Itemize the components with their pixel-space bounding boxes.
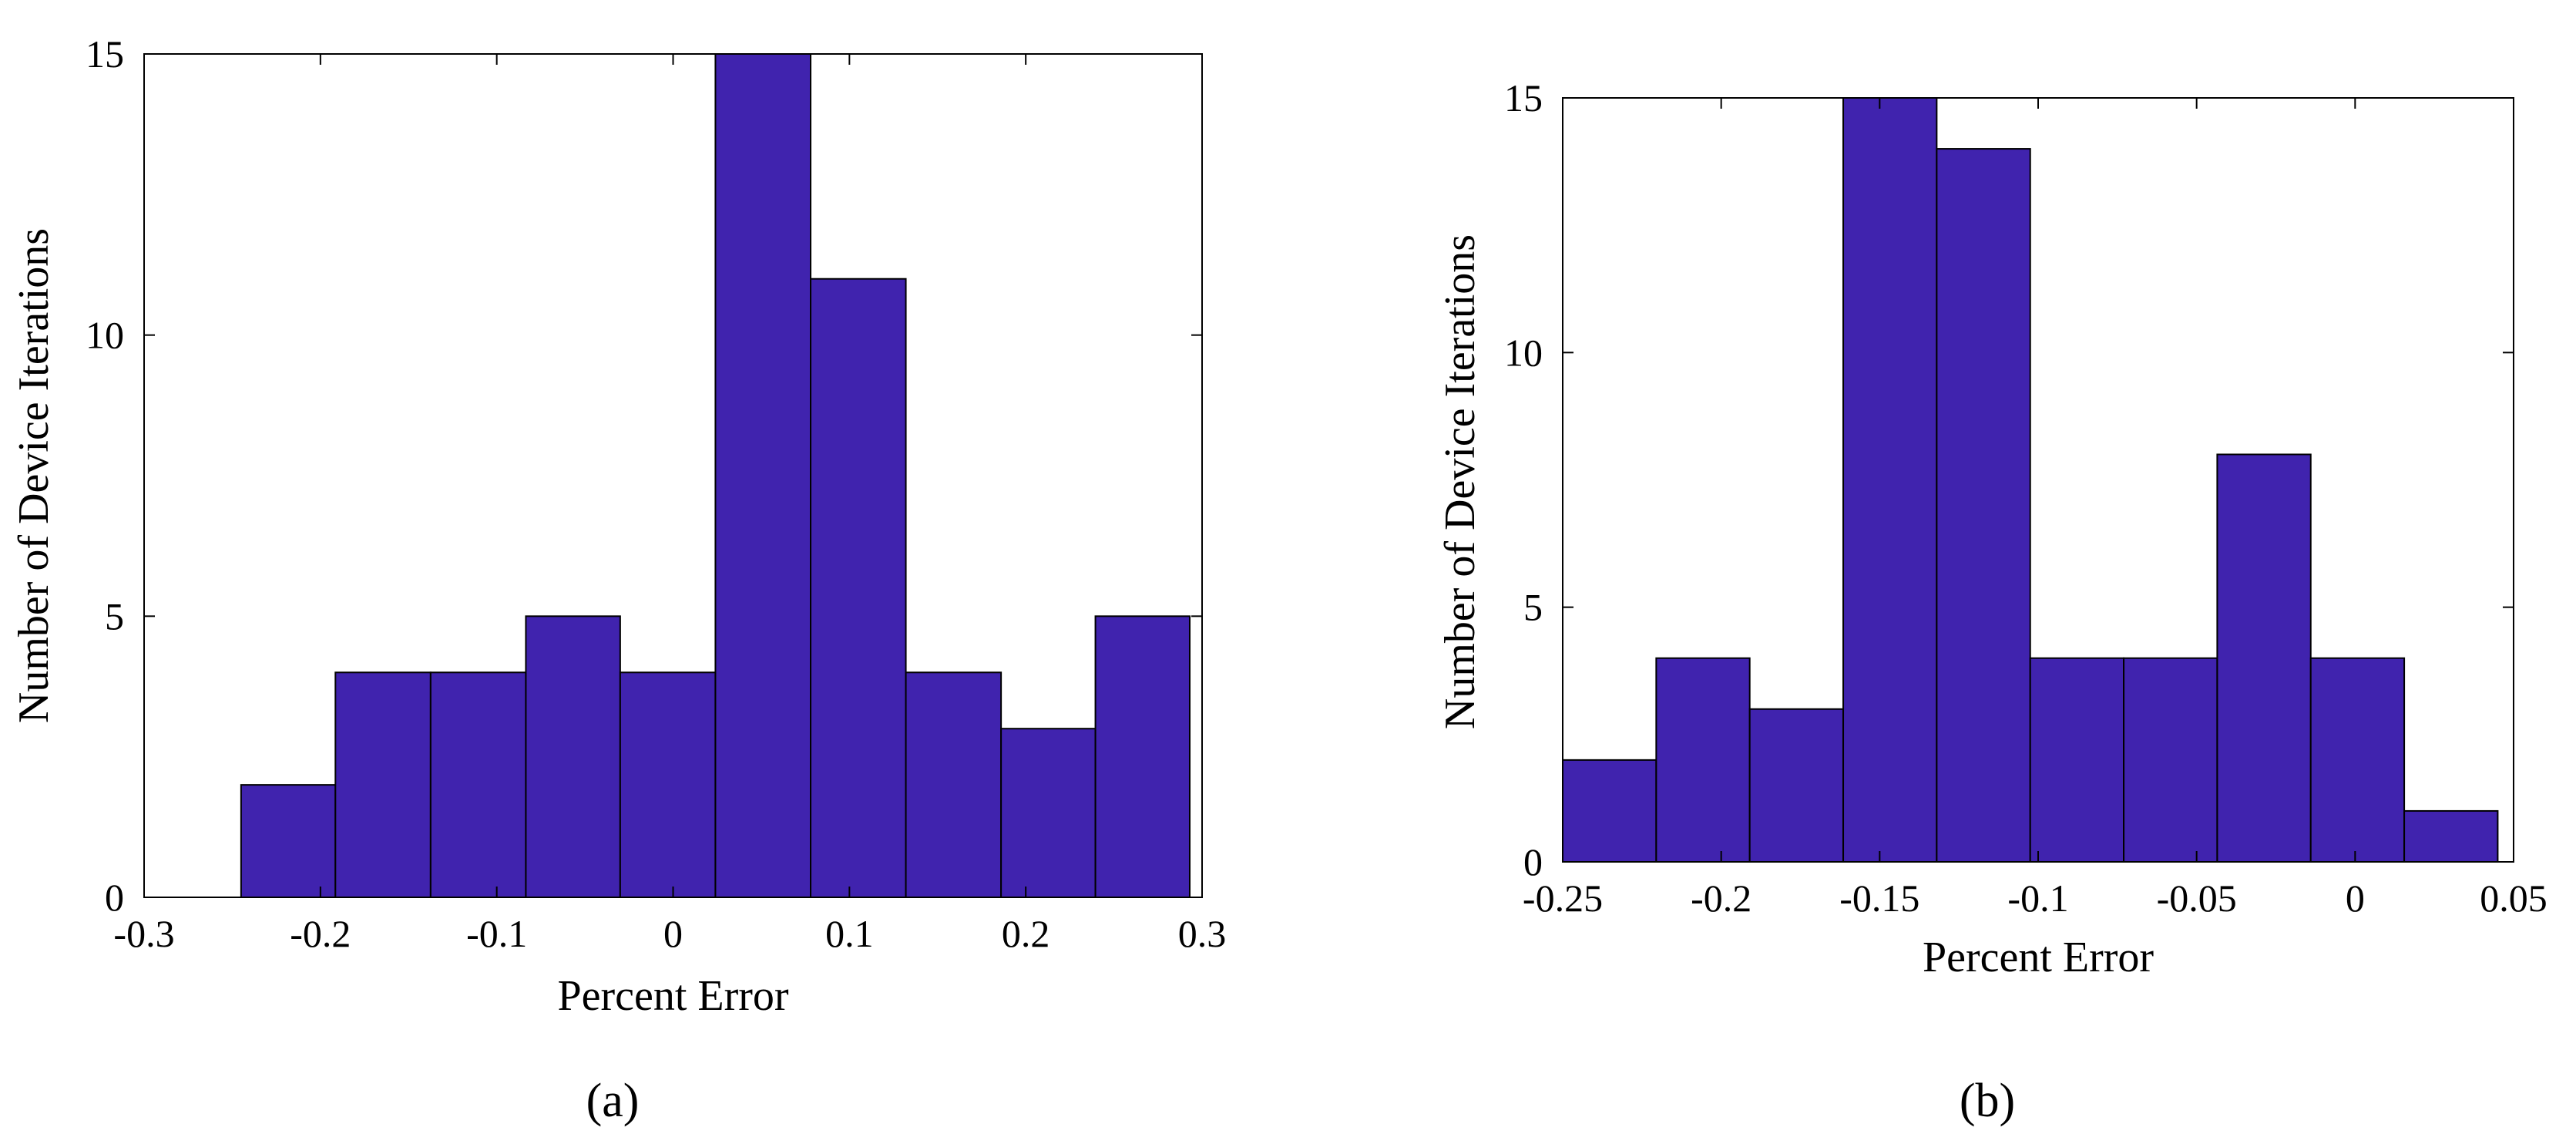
x-axis-title-a: Percent Error [557, 972, 788, 1020]
y-tick-label-b: 10 [1504, 331, 1543, 374]
histogram-b-bar-7 [2216, 453, 2312, 863]
histogram-b-bar-2 [1748, 708, 1845, 863]
x-tick-label-a: 0 [663, 912, 683, 955]
histogram-b: -0.25 -0.2 -0.15 -0.1 -0.05 0 0.05 0 5 10 15 Percen… [1436, 76, 2547, 1127]
histogram-a-bar-7 [905, 671, 1003, 898]
histogram-a-bar-1 [334, 671, 432, 898]
x-tick-label-b: -0.2 [1691, 877, 1751, 920]
x-tick-label-b: 0.05 [2480, 877, 2547, 920]
x-tick-label-b: -0.25 [1523, 877, 1603, 920]
histogram-a-bar-3 [525, 615, 621, 898]
x-tick-label-b: -0.05 [2157, 877, 2237, 920]
y-tick-label-a: 10 [86, 314, 124, 357]
histogram-b-bar-5 [2029, 657, 2125, 863]
panel-label-b: (b) [1960, 1075, 2015, 1127]
histogram-a-bar-9 [1094, 615, 1191, 898]
y-tick-label-a: 0 [105, 876, 124, 919]
x-tick-label-b: -0.15 [1839, 877, 1919, 920]
x-tick-label-b: 0 [2346, 877, 2365, 920]
histogram-b-bar-6 [2123, 657, 2218, 863]
histogram-a-bar-2 [429, 671, 527, 898]
histogram-a-bar-4 [619, 671, 717, 898]
y-tick-label-b: 15 [1504, 76, 1543, 119]
x-tick-label-a: -0.3 [113, 912, 174, 955]
x-tick-label-b: -0.1 [2007, 877, 2068, 920]
histogram-b-bar-9 [2403, 809, 2499, 863]
histogram-b-bar-8 [2309, 657, 2406, 863]
panel-label-a: (a) [586, 1075, 640, 1127]
histogram-b-bar-3 [1842, 97, 1938, 863]
y-tick-label-a: 15 [86, 32, 124, 76]
x-tick-label-a: 0.1 [825, 912, 874, 955]
x-tick-label-a: -0.1 [466, 912, 527, 955]
histogram-b-bar-4 [1936, 148, 2031, 863]
y-tick-label-a: 5 [105, 594, 124, 638]
y-tick-label-b: 5 [1523, 586, 1543, 629]
x-axis-title-b: Percent Error [1923, 934, 2154, 981]
y-axis-title-a: Number of Device Iterations [10, 228, 58, 723]
histogram-a-bar-6 [809, 278, 907, 898]
x-tick-label-a: 0.2 [1002, 912, 1050, 955]
x-tick-label-a: -0.2 [290, 912, 351, 955]
y-axis-title-b: Number of Device Iterations [1436, 234, 1484, 729]
histogram-a-bar-5 [714, 53, 811, 898]
histogram-a-bar-0 [240, 784, 337, 899]
x-tick-label-a: 0.3 [1178, 912, 1227, 955]
histogram-a: -0.3 -0.2 -0.1 0 0.1 0.2 0.3 0 5 10 15 Percent Erro… [10, 32, 1226, 1127]
histogram-b-bar-1 [1655, 657, 1751, 863]
histogram-a-bar-8 [1000, 728, 1097, 899]
histogram-b-bar-0 [1562, 759, 1657, 863]
y-tick-label-b: 0 [1523, 840, 1543, 883]
